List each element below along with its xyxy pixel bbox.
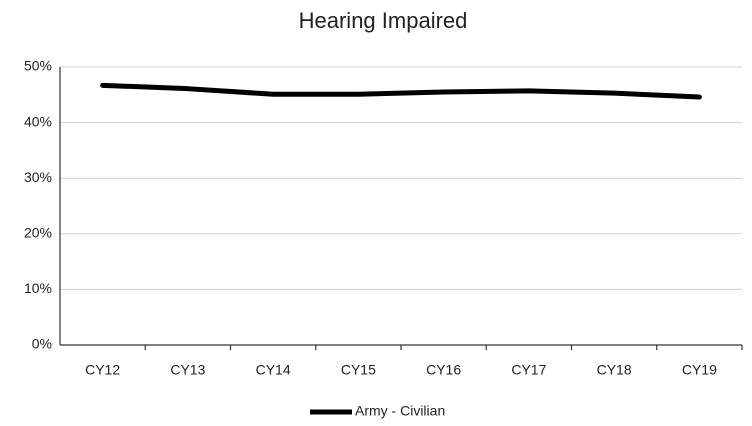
- x-tick-label: CY17: [511, 362, 546, 378]
- x-tick-label: CY14: [256, 362, 291, 378]
- y-tick-label: 40%: [24, 113, 52, 129]
- data-line: [100, 82, 702, 100]
- legend-label: Army - Civilian: [355, 403, 445, 419]
- x-tick-label: CY15: [341, 362, 376, 378]
- x-tick-label: CY13: [170, 362, 205, 378]
- y-tick-label: 20%: [24, 225, 52, 241]
- x-tick-label: CY19: [682, 362, 717, 378]
- chart-title: Hearing Impaired: [299, 8, 468, 33]
- x-tick-label: CY16: [426, 362, 461, 378]
- y-tick-label: 10%: [24, 280, 52, 296]
- x-tick-label: CY18: [597, 362, 632, 378]
- y-tick-label: 30%: [24, 169, 52, 185]
- y-tick-label: 50%: [24, 58, 52, 74]
- x-tick-label: CY12: [85, 362, 120, 378]
- y-tick-label: 0%: [32, 336, 52, 352]
